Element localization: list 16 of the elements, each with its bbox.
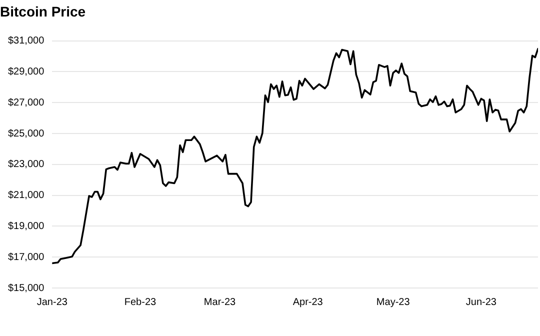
y-tick-label: $29,000	[8, 66, 45, 78]
y-tick-label: $23,000	[8, 159, 45, 170]
x-tick-label: Feb-23	[124, 296, 157, 308]
y-tick-label: $21,000	[8, 190, 45, 202]
y-tick-label: $19,000	[8, 220, 45, 232]
y-tick-label: $31,000	[8, 36, 45, 47]
y-tick-label: $27,000	[8, 97, 45, 108]
y-tick-label: $15,000	[8, 282, 45, 294]
x-tick-label: Jan-23	[36, 296, 68, 308]
x-tick-label: Apr-23	[292, 296, 324, 308]
x-tick-label: Mar-23	[204, 296, 236, 308]
chart-title: Bitcoin Price	[0, 3, 86, 20]
y-tick-label: $25,000	[8, 128, 45, 140]
x-tick-label: Jun-23	[466, 296, 497, 308]
x-tick-label: May-23	[376, 296, 410, 308]
y-tick-label: $17,000	[8, 252, 45, 263]
